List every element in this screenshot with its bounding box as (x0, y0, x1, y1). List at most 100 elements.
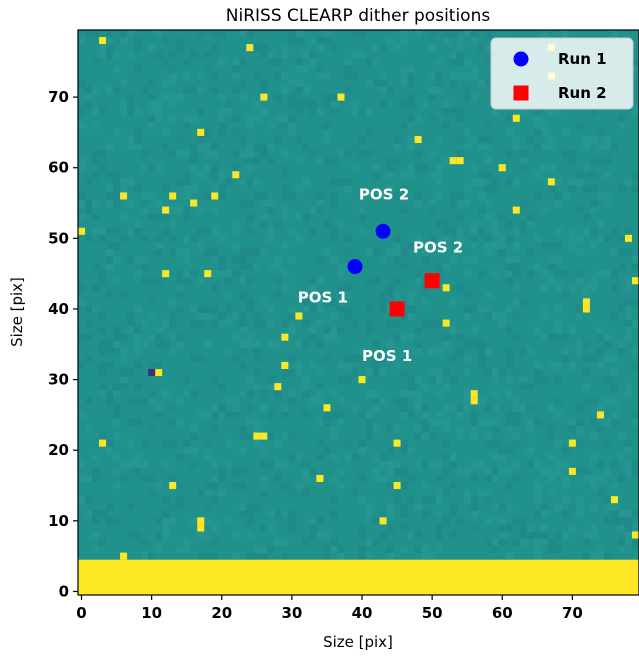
noise-pixel (323, 100, 331, 108)
noise-pixel (400, 482, 408, 490)
noise-pixel (183, 72, 191, 80)
noise-pixel (540, 312, 549, 320)
noise-pixel (456, 213, 464, 221)
noise-pixel (113, 390, 121, 398)
noise-pixel (484, 538, 493, 546)
noise-pixel (260, 150, 268, 158)
noise-pixel (232, 220, 240, 229)
noise-pixel (211, 524, 219, 532)
noise-pixel (603, 418, 612, 426)
noise-pixel (533, 552, 542, 560)
noise-pixel (456, 333, 464, 342)
noise-pixel (92, 517, 100, 525)
noise-pixel (470, 37, 479, 45)
noise-pixel (176, 93, 184, 101)
noise-pixel (183, 538, 191, 546)
noise-pixel (554, 460, 563, 469)
noise-pixel (267, 376, 275, 384)
noise-pixel (253, 319, 261, 327)
noise-pixel (533, 489, 542, 497)
noise-pixel (400, 121, 408, 130)
noise-pixel (337, 552, 345, 560)
noise-pixel (624, 510, 633, 518)
noise-pixel (183, 206, 191, 214)
noise-pixel (505, 220, 514, 229)
noise-pixel (631, 319, 639, 327)
noise-pixel (379, 474, 387, 483)
noise-pixel (176, 482, 184, 490)
noise-pixel (169, 220, 177, 229)
noise-pixel (211, 206, 219, 214)
noise-pixel (162, 340, 170, 349)
noise-pixel (428, 460, 436, 469)
hot-pixel (393, 439, 401, 447)
noise-pixel (218, 107, 226, 116)
noise-pixel (92, 157, 100, 165)
noise-pixel (407, 496, 415, 504)
noise-pixel (155, 361, 163, 370)
noise-pixel (582, 164, 591, 172)
noise-pixel (442, 425, 450, 433)
noise-pixel (232, 397, 240, 405)
noise-pixel (204, 517, 212, 525)
noise-pixel (456, 234, 464, 243)
hot-pixel (470, 397, 478, 405)
noise-pixel (442, 121, 450, 130)
noise-pixel (554, 503, 563, 511)
noise-pixel (260, 107, 268, 116)
x-axis-label: Size [pix] (323, 633, 393, 651)
noise-pixel (393, 192, 401, 200)
noise-pixel (239, 135, 247, 144)
noise-pixel (183, 376, 191, 384)
noise-pixel (127, 397, 135, 405)
noise-pixel (498, 467, 507, 476)
noise-pixel (589, 185, 598, 193)
noise-pixel (246, 418, 254, 426)
noise-pixel (561, 496, 570, 504)
noise-pixel (92, 199, 100, 207)
hot-pixel (358, 376, 366, 384)
noise-pixel (393, 157, 401, 165)
y-axis-label: Size [pix] (8, 277, 26, 347)
noise-pixel (78, 157, 86, 165)
noise-pixel (155, 333, 163, 342)
noise-pixel (554, 319, 563, 327)
noise-pixel (204, 340, 212, 349)
legend-run2-marker (513, 85, 529, 101)
noise-pixel (554, 333, 563, 342)
noise-pixel (309, 467, 317, 476)
noise-pixel (253, 178, 261, 186)
noise-pixel (484, 234, 493, 243)
noise-pixel (414, 199, 422, 207)
noise-pixel (190, 157, 198, 165)
noise-pixel (232, 482, 240, 490)
y-tick-label: 20 (48, 441, 69, 459)
noise-pixel (211, 496, 219, 504)
noise-pixel (127, 256, 135, 264)
noise-pixel (106, 390, 114, 398)
noise-pixel (505, 524, 514, 532)
noise-pixel (582, 467, 591, 476)
noise-pixel (288, 305, 296, 313)
noise-pixel (134, 305, 142, 313)
noise-pixel (316, 397, 324, 405)
noise-pixel (463, 143, 471, 151)
noise-pixel (190, 517, 198, 525)
hot-pixel (99, 439, 107, 447)
noise-pixel (113, 128, 121, 137)
noise-pixel (421, 248, 429, 257)
noise-pixel (491, 545, 500, 553)
noise-pixel (505, 305, 514, 313)
noise-pixel (449, 326, 457, 334)
noise-pixel (386, 425, 394, 433)
noise-pixel (358, 552, 366, 560)
noise-pixel (533, 460, 542, 469)
noise-pixel (589, 241, 598, 250)
noise-pixel (596, 234, 605, 243)
noise-pixel (470, 227, 479, 236)
noise-pixel (365, 390, 373, 398)
noise-pixel (232, 58, 240, 66)
noise-pixel (253, 312, 261, 320)
noise-pixel (393, 397, 401, 405)
